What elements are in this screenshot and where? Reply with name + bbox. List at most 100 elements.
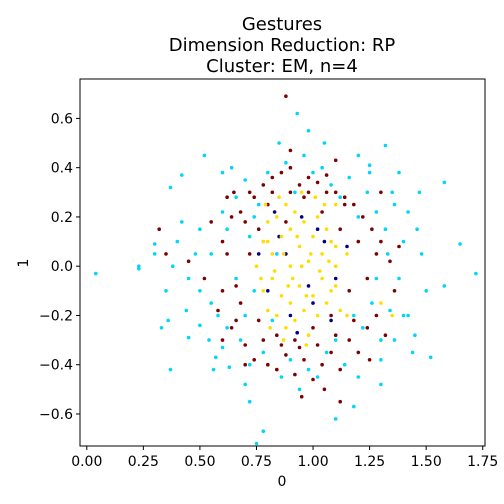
scatter-point-s0-73	[361, 326, 365, 330]
scatter-point-s2-5	[322, 239, 327, 244]
scatter-point-s3-2	[261, 289, 266, 293]
scatter-point-s0-38	[164, 289, 168, 293]
scatter-point-s0-55	[279, 375, 284, 379]
scatter-point-s1-57	[225, 252, 229, 256]
scatter-point-s3-30	[324, 227, 329, 231]
scatter-point-s1-60	[256, 318, 261, 323]
scatter-point-s1-1	[157, 227, 161, 231]
scatter-point-s0-26	[367, 163, 372, 167]
scatter-point-s3-42	[338, 308, 343, 313]
scatter-point-s3-49	[318, 269, 322, 273]
x-axis-ticks: 0.00 0.25 0.50 0.75 1.00 1.25 1.50 1.75	[71, 446, 498, 470]
scatter-point-s1-67	[320, 210, 324, 214]
scatter-point-s1-76	[270, 190, 275, 195]
scatter-point-s1-70	[347, 289, 352, 293]
scatter-point-s1-52	[367, 358, 372, 362]
scatter-point-s0-19	[277, 141, 281, 145]
scatter-point-s0-85	[419, 252, 424, 256]
scatter-point-s0-16	[247, 399, 252, 404]
scatter-point-s0-110	[401, 313, 406, 318]
x-tick-label: 1.50	[411, 454, 442, 470]
scatter-point-s1-30	[324, 173, 329, 177]
scatter-point-s1-26	[306, 175, 311, 180]
scatter-point-s1-43	[383, 333, 388, 338]
scatter-point-s3-46	[290, 276, 295, 281]
scatter-point-s0-109	[415, 227, 419, 231]
scatter-point-s0-88	[367, 170, 372, 175]
y-tick-label: −0.4	[39, 358, 73, 374]
y-tick-label: 0.6	[51, 111, 73, 127]
scatter-point-s0-10	[198, 323, 202, 328]
scatter-point-s3-47	[299, 264, 304, 269]
scatter-point-s1-25	[302, 358, 306, 362]
scatter-point-s0-83	[406, 210, 410, 214]
scatter-point-s0-62	[311, 170, 315, 175]
scatter-point-s2-8	[306, 284, 311, 288]
scatter-point-s1-8	[225, 195, 229, 199]
scatter-point-s0-112	[374, 276, 379, 281]
scatter-point-s2-10	[295, 330, 300, 335]
x-tick-label: 1.25	[354, 454, 385, 470]
scatter-point-s1-0	[284, 94, 288, 98]
scatter-point-s0-4	[152, 242, 157, 246]
scatter-point-s1-68	[329, 313, 333, 318]
scatter-point-s3-60	[379, 301, 383, 305]
scatter-point-s0-53	[270, 318, 275, 323]
scatter-point-s1-4	[202, 276, 207, 281]
scatter-point-s0-113	[392, 338, 397, 342]
x-tick-label: 1.75	[467, 454, 498, 470]
scatter-point-s0-0	[94, 271, 98, 276]
scatter-point-s3-27	[315, 313, 320, 318]
scatter-point-s0-54	[275, 252, 279, 256]
scatter-point-s2-11	[272, 210, 277, 214]
scatter-point-s1-72	[365, 276, 370, 281]
scatter-point-s0-47	[243, 178, 247, 182]
scatter-point-s3-31	[324, 301, 329, 305]
scatter-point-s3-40	[281, 338, 286, 342]
scatter-point-s3-19	[297, 284, 302, 288]
scatter-point-s0-27	[379, 382, 383, 387]
scatter-point-s0-100	[193, 252, 198, 256]
scatter-point-s3-36	[333, 284, 338, 288]
scatter-point-s0-82	[401, 239, 406, 244]
scatter-point-s3-5	[270, 252, 275, 256]
scatter-point-s1-53	[379, 190, 383, 195]
scatter-point-s0-78	[383, 227, 388, 231]
scatter-point-s3-24	[311, 234, 315, 239]
scatter-point-s1-46	[397, 244, 401, 249]
scatter-point-s0-68	[338, 195, 343, 199]
scatter-point-s0-94	[243, 313, 247, 318]
x-axis-label: 0	[278, 474, 287, 490]
scatter-point-s3-44	[272, 269, 277, 273]
scatter-point-s1-28	[315, 180, 320, 185]
y-axis-label: 1	[16, 259, 32, 268]
scatter-point-s0-2	[137, 264, 141, 269]
scatter-point-s0-34	[442, 180, 447, 185]
scatter-point-s0-51	[261, 350, 266, 355]
scatter-point-s1-13	[247, 190, 252, 195]
scatter-point-s1-38	[361, 215, 365, 219]
scatter-point-s1-40	[370, 227, 374, 231]
scatter-point-s1-21	[284, 353, 288, 357]
scatter-point-s3-32	[329, 239, 333, 244]
scatter-point-s1-41	[374, 313, 379, 318]
scatter-point-s3-41	[304, 343, 309, 347]
scatter-point-s1-20	[279, 170, 284, 175]
scatter-point-s3-52	[263, 202, 268, 207]
scatter-point-s0-74	[365, 190, 370, 195]
scatter-point-s3-48	[309, 252, 313, 256]
scatter-point-s1-18	[270, 175, 275, 180]
scatter-point-s1-55	[243, 362, 247, 367]
scatter-point-s3-43	[266, 239, 270, 244]
scatter-point-s0-8	[180, 173, 184, 177]
scatter-point-s1-85	[352, 318, 356, 323]
scatter-point-s3-26	[315, 215, 320, 219]
scatter-point-s2-13	[256, 252, 261, 256]
scatter-point-s2-4	[311, 301, 315, 305]
scatter-point-s0-95	[252, 215, 256, 219]
scatter-point-s0-17	[254, 441, 259, 446]
scatter-point-s1-2	[164, 252, 168, 256]
scatter-point-s0-5	[159, 326, 164, 330]
scatter-point-s3-9	[279, 234, 284, 239]
